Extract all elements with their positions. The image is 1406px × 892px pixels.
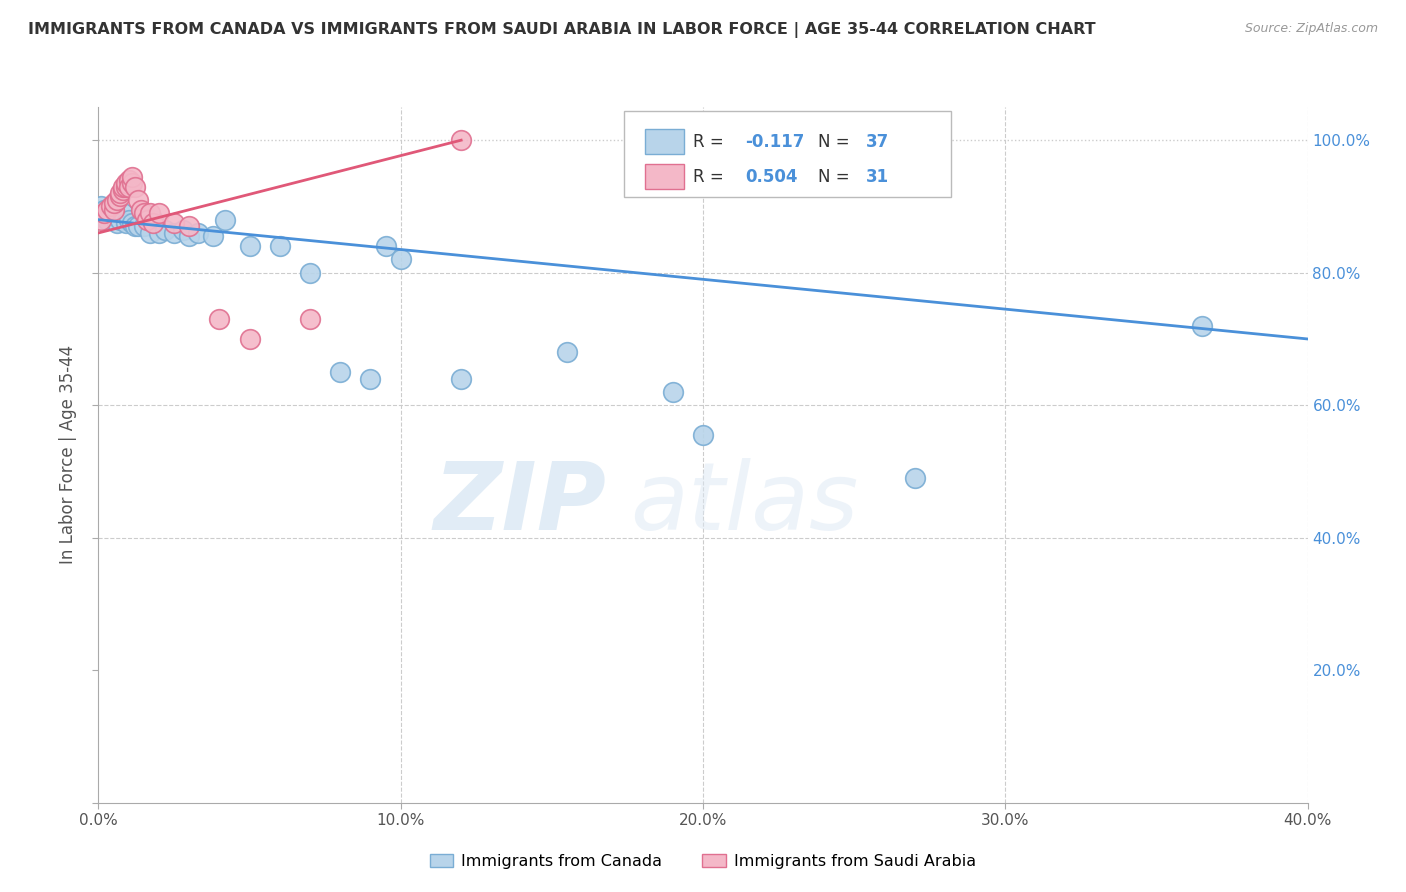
Point [904, 471, 927, 485]
Point [450, 133, 472, 147]
Point [118, 179, 141, 194]
Point [121, 176, 143, 190]
Point [124, 219, 146, 234]
Bar [645, 164, 683, 189]
Point [450, 372, 472, 386]
Point [163, 216, 186, 230]
Point [129, 202, 152, 217]
Point [239, 239, 262, 253]
Text: ZIP: ZIP [433, 458, 606, 549]
Point [555, 345, 578, 359]
Point [127, 219, 149, 234]
Text: N =: N = [818, 133, 855, 151]
Bar [645, 129, 683, 154]
Point [163, 226, 186, 240]
Text: N =: N = [818, 168, 855, 186]
Point [202, 229, 225, 244]
Point [179, 229, 201, 244]
Legend: Immigrants from Canada, Immigrants from Saudi Arabia: Immigrants from Canada, Immigrants from … [423, 847, 983, 875]
Point [142, 216, 165, 230]
Point [108, 189, 131, 203]
Point [208, 312, 231, 326]
Point [374, 239, 396, 253]
Point [90, 199, 112, 213]
Text: -0.117: -0.117 [745, 133, 804, 151]
Point [111, 206, 134, 220]
Text: Source: ZipAtlas.com: Source: ZipAtlas.com [1244, 22, 1378, 36]
Point [214, 212, 236, 227]
Text: R =: R = [693, 133, 730, 151]
Point [100, 206, 122, 220]
Point [389, 252, 412, 267]
Point [105, 193, 128, 207]
Point [108, 212, 131, 227]
Point [239, 332, 262, 346]
Text: atlas: atlas [630, 458, 859, 549]
Point [121, 169, 143, 184]
Point [90, 212, 112, 227]
Point [153, 222, 176, 236]
Text: 0.504: 0.504 [745, 168, 797, 186]
Point [139, 206, 162, 220]
Point [1191, 318, 1213, 333]
Text: R =: R = [693, 168, 730, 186]
Point [692, 428, 714, 442]
Point [103, 196, 125, 211]
Point [124, 179, 146, 194]
Point [93, 202, 115, 217]
Point [299, 266, 322, 280]
Point [132, 219, 155, 234]
Text: 31: 31 [866, 168, 890, 186]
Point [269, 239, 291, 253]
Point [172, 222, 194, 236]
Point [118, 173, 141, 187]
Point [114, 176, 136, 190]
Point [179, 219, 201, 234]
Point [96, 202, 118, 217]
Point [105, 216, 128, 230]
Text: 37: 37 [866, 133, 890, 151]
Point [103, 202, 125, 217]
Point [111, 183, 134, 197]
Point [111, 179, 134, 194]
Point [148, 206, 170, 220]
Text: IMMIGRANTS FROM CANADA VS IMMIGRANTS FROM SAUDI ARABIA IN LABOR FORCE | AGE 35-4: IMMIGRANTS FROM CANADA VS IMMIGRANTS FRO… [28, 22, 1095, 38]
Point [121, 216, 143, 230]
Point [299, 312, 322, 326]
Y-axis label: In Labor Force | Age 35-44: In Labor Force | Age 35-44 [59, 345, 77, 565]
Point [139, 226, 162, 240]
Point [114, 179, 136, 194]
Point [96, 212, 118, 227]
Point [662, 384, 685, 399]
Point [135, 212, 157, 227]
Point [108, 186, 131, 201]
Point [100, 199, 122, 213]
Point [360, 372, 382, 386]
Point [142, 212, 165, 227]
Point [93, 206, 115, 220]
Point [329, 365, 352, 379]
Point [114, 216, 136, 230]
Point [148, 226, 170, 240]
Point [127, 193, 149, 207]
Point [187, 226, 209, 240]
Point [118, 212, 141, 227]
Point [103, 210, 125, 224]
Point [132, 206, 155, 220]
FancyBboxPatch shape [624, 111, 950, 197]
